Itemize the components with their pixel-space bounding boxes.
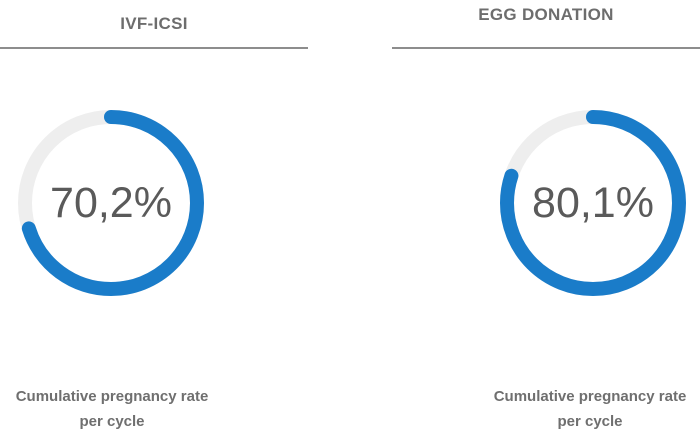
gauge-percentage: 70,2% bbox=[50, 179, 172, 227]
panel-title: EGG DONATION bbox=[478, 5, 614, 24]
gauge-percentage: 80,1% bbox=[532, 179, 654, 227]
success-rate-gauge: 80,1% bbox=[496, 106, 690, 300]
title-divider bbox=[392, 47, 700, 49]
egg-donation-panel: EGG DONATION 80,1% Cumulative pregnancy … bbox=[392, 0, 700, 448]
caption-line-2: per cycle bbox=[79, 413, 145, 430]
gauge-caption: Cumulative pregnancy rate per cycle bbox=[0, 384, 232, 434]
success-rate-gauge: 70,2% bbox=[14, 106, 208, 300]
gauge-progress-arc bbox=[18, 110, 204, 296]
ivf-icsi-panel: IVF-ICSI 70,2% Cumulative pregnancy rate… bbox=[0, 0, 308, 448]
caption-line-2: per cycle bbox=[557, 413, 623, 430]
title-divider bbox=[0, 47, 308, 49]
gauge-progress-arc bbox=[500, 110, 686, 296]
gauge-caption: Cumulative pregnancy rate per cycle bbox=[470, 384, 700, 434]
caption-line-1: Cumulative pregnancy rate bbox=[493, 388, 687, 405]
panel-title: IVF-ICSI bbox=[120, 14, 188, 33]
gauge-ring bbox=[18, 110, 204, 296]
gauge-ring bbox=[500, 110, 686, 296]
caption-line-1: Cumulative pregnancy rate bbox=[15, 388, 209, 405]
